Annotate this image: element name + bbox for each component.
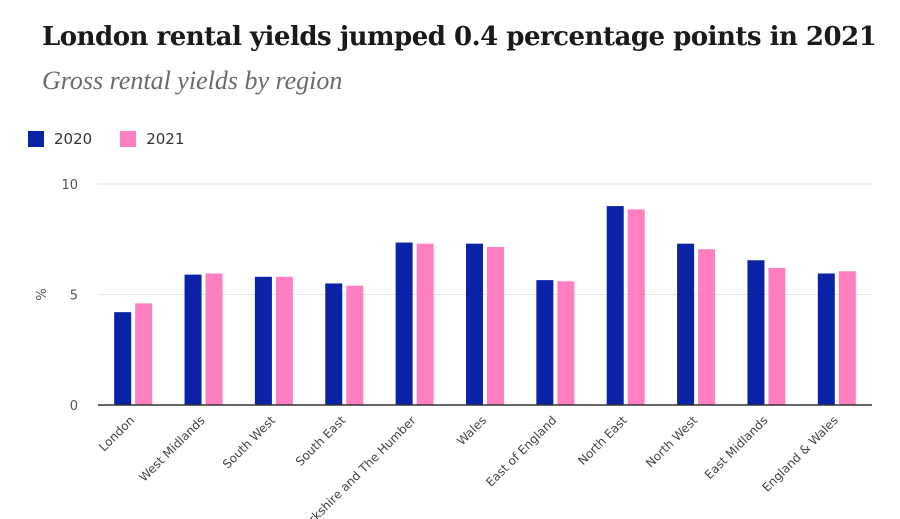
- bar-2021-4: [416, 243, 434, 405]
- x-tick-label-4: Yorkshire and The Humber: [296, 413, 419, 519]
- bar-2020-7: [606, 206, 624, 405]
- bar-2021-7: [627, 209, 645, 405]
- bar-2020-1: [184, 274, 202, 405]
- chart-subtitle: Gross rental yields by region: [42, 66, 343, 95]
- legend-swatch-2020: [28, 131, 44, 147]
- bar-2020-9: [747, 260, 765, 405]
- x-tick-label-9: East Midlands: [702, 413, 771, 482]
- y-tick-label-10: 10: [61, 178, 78, 193]
- bar-2021-6: [557, 281, 575, 405]
- y-tick-label-5: 5: [70, 289, 78, 304]
- y-tick-label-0: 0: [70, 399, 78, 414]
- legend-item-2020[interactable]: 2020: [28, 130, 92, 148]
- bar-2021-9: [768, 267, 786, 405]
- x-tick-label-6: East of England: [483, 413, 559, 489]
- chart-title: London rental yields jumped 0.4 percenta…: [42, 22, 877, 52]
- bar-2021-8: [698, 249, 716, 405]
- bar-2021-1: [205, 273, 223, 405]
- x-tick-label-5: Wales: [454, 413, 489, 448]
- legend-label-2021: 2021: [146, 130, 185, 148]
- bar-2020-10: [817, 273, 835, 405]
- x-tick-label-10: England & Wales: [760, 413, 841, 494]
- x-tick-label-3: South East: [293, 413, 349, 469]
- x-tick-label-7: North East: [575, 413, 630, 468]
- bar-2020-6: [536, 280, 554, 405]
- legend-item-2021[interactable]: 2021: [120, 130, 184, 148]
- bar-2020-2: [254, 276, 272, 405]
- legend-swatch-2021: [120, 131, 137, 147]
- bar-2020-4: [395, 242, 413, 405]
- bar-2021-10: [838, 271, 856, 405]
- chart-legend: 2020 2021: [28, 130, 184, 148]
- x-tick-label-1: West Midlands: [136, 413, 207, 484]
- bar-2021-0: [135, 303, 153, 405]
- legend-label-2020: 2020: [54, 130, 93, 148]
- bar-2021-3: [346, 285, 364, 405]
- x-tick-label-8: North West: [643, 413, 700, 470]
- bar-2021-2: [275, 276, 293, 405]
- bar-2021-5: [487, 246, 504, 405]
- y-axis-label: %: [35, 288, 50, 300]
- bar-2020-8: [677, 243, 695, 405]
- bar-2020-0: [114, 312, 132, 405]
- bar-2020-3: [325, 283, 343, 405]
- x-tick-label-2: South West: [220, 413, 278, 471]
- bar-2020-5: [466, 243, 483, 405]
- x-tick-label-0: London: [96, 413, 137, 454]
